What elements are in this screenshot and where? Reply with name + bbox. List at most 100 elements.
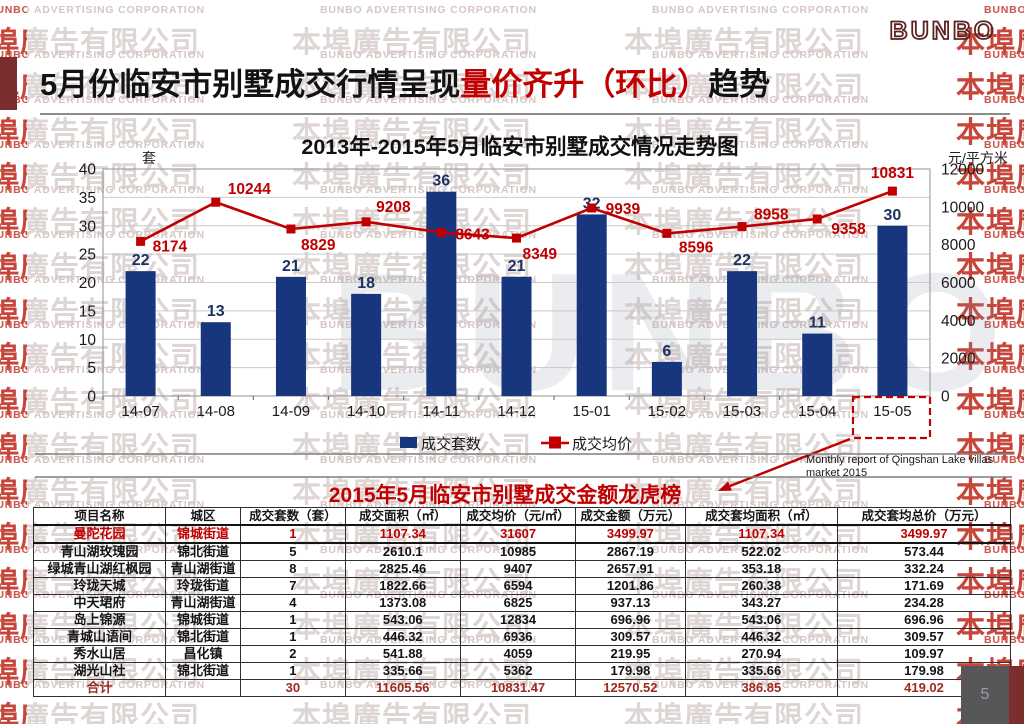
table-cell: 12834 — [459, 611, 577, 629]
watermark-text-en: BUNBO ADVERTISING CORPORATION — [984, 94, 1024, 106]
line-marker — [737, 222, 747, 232]
watermark-text-cn: 本埠廣告有限公司 — [0, 162, 201, 194]
watermark-text-en: BUNBO ADVERTISING CORPORATION — [0, 454, 205, 466]
x-axis-label: 14-09 — [272, 403, 310, 420]
table-cell: 543.06 — [344, 611, 461, 629]
x-axis-label: 15-05 — [873, 403, 911, 420]
table-cell: 8 — [240, 560, 346, 578]
watermark-text-cn: 本埠廣告有限公司 — [956, 477, 1024, 509]
line-label: 9208 — [376, 199, 411, 216]
chart-title: 2013年-2015年5月临安市别墅成交情况走势图 — [301, 134, 738, 159]
watermark-text-en: BUNBO ADVERTISING CORPORATION — [652, 184, 869, 196]
watermark-text-cn: 本埠廣告有限公司 — [292, 162, 533, 194]
table-cell: 锦北街道 — [164, 662, 242, 680]
table-cell: 386.85 — [684, 679, 839, 697]
table-row: 青山湖玫瑰园 锦北街道 5 2610.1 10985 2867.19 522.02 573.4… — [33, 542, 1011, 561]
table-cell: 31607 — [459, 524, 577, 544]
watermark-text-cn: 本埠廣告有限公司 — [956, 117, 1024, 149]
report-note-line2: market 2015 — [806, 466, 868, 479]
watermark-text-en: BUNBO ADVERTISING CORPORATION — [652, 94, 869, 106]
table-cell: 446.32 — [344, 628, 461, 646]
legend-line-label: 成交均价 — [572, 435, 632, 453]
bunbo-logo: BUNBO — [889, 16, 997, 46]
table-cell: 昌化镇 — [164, 645, 242, 663]
watermark-text-cn: 本埠廣告有限公司 — [0, 72, 201, 104]
watermark-text-cn: 本埠廣告有限公司 — [292, 72, 533, 104]
line-series: 8174 10244 8829 9208 8643 8349 9939 8596 8958 935… — [136, 165, 914, 263]
watermark-text-cn: 本埠廣告有限公司 — [0, 27, 27, 59]
table-cell: 219.95 — [575, 645, 686, 663]
bar — [125, 271, 156, 396]
table-row: 青城山语间 锦北街道 1 446.32 6936 309.57 446.32 309.57 — [33, 628, 1011, 646]
table-cell: 335.66 — [344, 662, 461, 680]
line-label: 9939 — [606, 201, 641, 218]
watermark-text-en: BUNBO ADVERTISING CORPORATION — [0, 49, 205, 61]
watermark-text-cn: 本埠廣告有限公司 — [0, 117, 201, 149]
bunbo-logo-text: BUNBO — [890, 17, 997, 45]
bar-label: 11 — [809, 315, 826, 332]
right-axis-tick: 0 — [941, 389, 950, 406]
watermark-text-en: BUNBO ADVERTISING CORPORATION — [320, 49, 537, 61]
table-cell: 109.97 — [837, 645, 1011, 663]
header-cell: 成交套均面积（㎡） — [684, 507, 839, 526]
table-row: 湖光山社 锦北街道 1 335.66 5362 179.98 335.66 179.98 — [33, 662, 1011, 680]
left-axis-tick: 20 — [79, 275, 97, 292]
table-cell: 锦北街道 — [164, 542, 242, 561]
annotation-arrow-line — [729, 437, 851, 488]
line-marker — [436, 228, 446, 238]
right-axis-tick: 8000 — [941, 237, 976, 254]
table-cell: 1 — [240, 611, 346, 629]
x-axis-label: 15-03 — [723, 403, 761, 420]
header-cell: 城区 — [164, 507, 242, 526]
watermark-text-en: BUNBO ADVERTISING CORPORATION — [0, 4, 27, 16]
header-cell: 项目名称 — [33, 507, 166, 526]
x-axis-label: 15-01 — [572, 403, 610, 420]
watermark-text-cn: 本埠廣告有限公司 — [0, 477, 27, 509]
watermark-text-cn: 本埠廣告有限公司 — [0, 702, 27, 724]
watermark-text-en: BUNBO ADVERTISING CORPORATION — [984, 184, 1024, 196]
table-cell: 1201.86 — [575, 577, 686, 595]
watermark-text-cn: 本埠廣告有限公司 — [0, 702, 201, 724]
table-cell: 岛上锦源 — [33, 611, 166, 629]
table-cell: 锦北街道 — [164, 628, 242, 646]
watermark-text-en: BUNBO ADVERTISING CORPORATION — [984, 229, 1024, 241]
watermark-text-cn: 本埠廣告有限公司 — [956, 432, 1024, 464]
table-cell: 1107.34 — [684, 524, 839, 544]
watermark-text-en: BUNBO ADVERTISING CORPORATION — [320, 184, 537, 196]
watermark-text-cn: 本埠廣告有限公司 — [0, 297, 27, 329]
left-axis-tick: 30 — [79, 218, 97, 235]
watermark-text-cn: 本埠廣告有限公司 — [624, 162, 865, 194]
right-axis-tick: 12000 — [941, 162, 984, 179]
watermark-text-cn: 本埠廣告有限公司 — [0, 117, 27, 149]
table-cell: 青山湖街道 — [164, 560, 242, 578]
watermark-text-cn: 本埠廣告有限公司 — [292, 207, 533, 239]
line-marker — [662, 228, 672, 238]
watermark-text-cn: 本埠廣告有限公司 — [0, 612, 27, 644]
line-label: 8349 — [523, 246, 558, 263]
watermark-text-cn: 本埠廣告有限公司 — [956, 72, 1024, 104]
table-cell: 2825.46 — [344, 560, 461, 578]
chart-legend: 成交套数 成交均价 — [400, 435, 632, 453]
watermark-text-en: BUNBO ADVERTISING CORPORATION — [320, 4, 537, 16]
line-label: 10831 — [871, 165, 914, 182]
table-cell: 11605.56 — [344, 679, 461, 697]
watermark-text-en: BUNBO ADVERTISING CORPORATION — [0, 139, 205, 151]
table-cell: 1 — [240, 524, 346, 544]
watermark-text-en: BUNBO ADVERTISING CORPORATION — [984, 274, 1024, 286]
watermark-text-en: BUNBO ADVERTISING CORPORATION — [984, 94, 1024, 106]
watermark-text-en: BUNBO ADVERTISING CORPORATION — [0, 229, 27, 241]
watermark-text-en: BUNBO ADVERTISING CORPORATION — [984, 409, 1024, 421]
table-cell: 696.96 — [575, 611, 686, 629]
x-axis-label: 14-11 — [423, 403, 460, 420]
watermark-text-en: BUNBO ADVERTISING CORPORATION — [0, 184, 27, 196]
table-cell: 5362 — [459, 662, 577, 680]
line-marker — [587, 203, 597, 213]
bar-label: 30 — [884, 207, 902, 224]
watermark-text-cn: 本埠廣告有限公司 — [956, 27, 1024, 59]
watermark-text-en: BUNBO ADVERTISING CORPORATION — [984, 319, 1024, 331]
table-cell: 2 — [240, 645, 346, 663]
watermark-text-en: BUNBO ADVERTISING CORPORATION — [984, 319, 1024, 331]
right-axis-tick: 6000 — [941, 275, 976, 292]
right-axis-tick: 4000 — [941, 313, 976, 330]
bar — [727, 271, 758, 396]
